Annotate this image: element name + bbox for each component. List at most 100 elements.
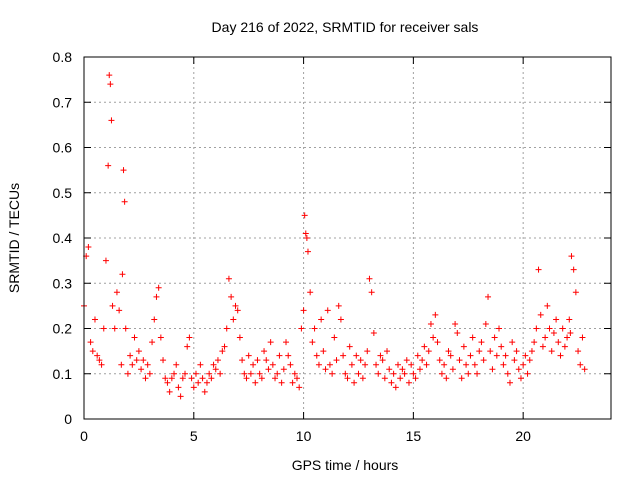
data-point xyxy=(416,366,423,373)
data-point xyxy=(162,375,169,382)
data-point xyxy=(434,339,441,346)
x-tick-label: 5 xyxy=(190,428,198,444)
data-point xyxy=(346,343,353,350)
data-point xyxy=(460,343,467,350)
data-point xyxy=(324,307,331,314)
data-point xyxy=(463,361,470,368)
data-point xyxy=(303,235,310,241)
axis-ticks: 0 0.1 0.2 0.3 0.4 0.5 0.6 0.7 0.8 0 5 10 15 20 xyxy=(53,49,611,444)
data-point xyxy=(199,375,206,382)
data-point xyxy=(107,81,114,88)
data-point xyxy=(535,266,542,273)
data-point xyxy=(375,370,382,377)
data-point xyxy=(533,325,540,332)
data-point xyxy=(301,212,308,219)
data-point xyxy=(423,361,430,368)
data-point xyxy=(291,370,298,377)
data-point xyxy=(109,302,116,309)
data-point xyxy=(572,289,579,296)
data-point xyxy=(197,361,204,368)
data-point xyxy=(531,339,538,346)
data-point xyxy=(399,366,406,373)
y-tick-label: 0 xyxy=(64,411,72,427)
data-point xyxy=(445,348,452,355)
data-point xyxy=(467,352,474,359)
data-point xyxy=(557,352,564,359)
data-point xyxy=(368,289,375,296)
data-point xyxy=(256,370,263,377)
data-point xyxy=(496,325,503,332)
data-point xyxy=(142,375,149,382)
data-point xyxy=(506,379,513,386)
data-point xyxy=(94,352,101,359)
data-point xyxy=(214,357,221,364)
data-point xyxy=(108,117,115,124)
data-point xyxy=(118,361,125,368)
data-point xyxy=(309,339,316,346)
data-point xyxy=(449,366,456,373)
data-point xyxy=(133,357,140,364)
data-point xyxy=(122,325,129,332)
data-point xyxy=(403,357,410,364)
data-point xyxy=(225,275,232,282)
data-point xyxy=(566,316,573,323)
data-point xyxy=(243,375,250,382)
data-point xyxy=(493,352,500,359)
data-point xyxy=(408,361,415,368)
data-point xyxy=(553,316,560,323)
x-axis-label: GPS time / hours xyxy=(292,457,399,473)
data-point xyxy=(465,370,472,377)
data-point xyxy=(267,339,274,346)
data-point xyxy=(113,289,120,296)
data-point xyxy=(359,375,366,382)
data-point xyxy=(575,348,582,355)
data-point xyxy=(116,307,123,314)
data-point xyxy=(373,361,380,368)
data-point xyxy=(581,366,588,373)
data-point xyxy=(351,379,358,386)
data-point xyxy=(168,375,175,382)
data-point xyxy=(482,320,489,327)
data-point xyxy=(491,334,498,341)
data-point xyxy=(232,302,239,309)
data-point xyxy=(285,352,292,359)
data-point xyxy=(410,370,417,377)
data-point xyxy=(326,361,333,368)
data-point xyxy=(513,348,520,355)
x-tick-label: 20 xyxy=(515,428,531,444)
data-point xyxy=(221,343,228,350)
data-point xyxy=(561,343,568,350)
data-point xyxy=(438,370,445,377)
data-point xyxy=(388,379,395,386)
data-point xyxy=(550,330,557,337)
data-point xyxy=(217,370,224,377)
data-point xyxy=(203,379,210,386)
data-point xyxy=(476,348,483,355)
data-point xyxy=(151,316,158,323)
data-point xyxy=(102,257,109,264)
data-point xyxy=(138,366,145,373)
data-point xyxy=(315,361,322,368)
data-point xyxy=(261,348,268,355)
data-point xyxy=(395,361,402,368)
data-point xyxy=(452,320,459,327)
data-point xyxy=(302,230,309,237)
data-point xyxy=(559,325,566,332)
y-tick-label: 0.8 xyxy=(53,49,73,65)
data-point xyxy=(307,289,314,296)
data-point xyxy=(263,357,270,364)
y-tick-label: 0.5 xyxy=(53,185,73,201)
data-point xyxy=(254,357,261,364)
data-point xyxy=(579,334,586,341)
data-point xyxy=(357,357,364,364)
data-point xyxy=(274,370,281,377)
data-point xyxy=(160,357,167,364)
data-point xyxy=(414,352,421,359)
data-point xyxy=(276,352,283,359)
data-point xyxy=(287,361,294,368)
data-point xyxy=(296,384,303,391)
data-point xyxy=(252,379,259,386)
data-point xyxy=(186,334,193,341)
data-point xyxy=(539,343,546,350)
